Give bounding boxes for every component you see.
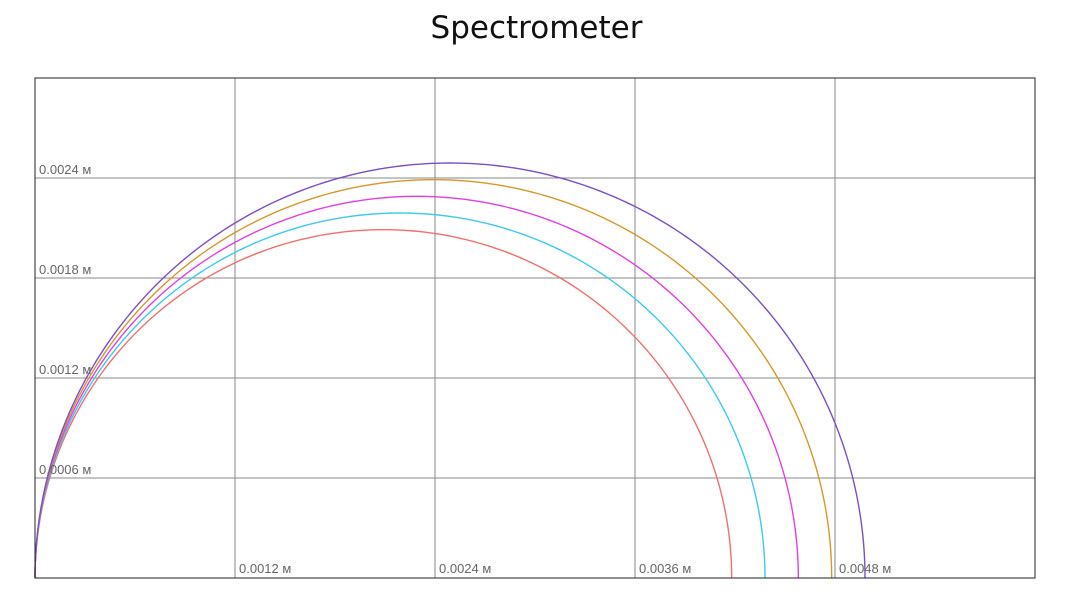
series-curves [34, 162, 866, 579]
grid [35, 78, 1035, 578]
plot-frame [34, 77, 1036, 579]
series-curve-4 [34, 178, 833, 579]
series-curve-5 [34, 162, 866, 579]
series-curve-3 [34, 195, 800, 579]
y-tick-label: 0.0018 м [39, 262, 91, 277]
y-tick-label: 0.0006 м [39, 462, 91, 477]
y-tick-label: 0.0024 м [39, 162, 91, 177]
chart-title: Spectrometer [430, 10, 643, 46]
series-curve-2 [34, 212, 766, 579]
series-curve-1 [34, 228, 733, 579]
y-tick-label: 0.0012 м [39, 362, 91, 377]
tick-labels: 0.0012 м 0.0024 м 0.0036 м 0.0048 м 0.0024 м… [39, 162, 891, 576]
x-tick-label: 0.0012 м [239, 561, 291, 576]
x-tick-label: 0.0024 м [439, 561, 491, 576]
x-tick-label: 0.0036 м [639, 561, 691, 576]
x-tick-label: 0.0048 м [839, 561, 891, 576]
